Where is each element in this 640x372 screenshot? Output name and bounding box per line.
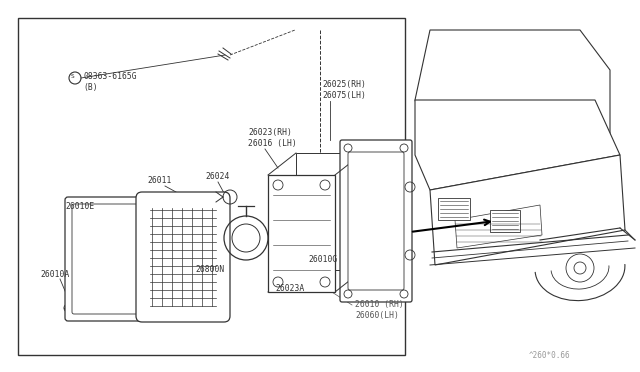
Text: 26060(LH): 26060(LH) [355,311,399,320]
Text: 26800N: 26800N [195,265,224,274]
Text: 26011: 26011 [147,176,172,185]
FancyBboxPatch shape [72,204,159,314]
Text: 26024: 26024 [205,172,229,181]
Text: 26010E: 26010E [65,202,94,211]
FancyBboxPatch shape [348,152,404,290]
FancyBboxPatch shape [340,140,412,302]
Bar [18,18,405,355]
Bar [490,210,520,232]
FancyBboxPatch shape [136,192,230,322]
Text: 26010A: 26010A [40,270,69,279]
Text: 26010G: 26010G [308,255,337,264]
Text: 26025(RH): 26025(RH) [322,80,366,89]
FancyBboxPatch shape [65,197,166,321]
Polygon shape [430,155,625,265]
Polygon shape [455,205,542,248]
Text: 26023A: 26023A [275,284,304,293]
Text: 26075(LH): 26075(LH) [322,91,366,100]
Text: 08363-6165G: 08363-6165G [83,72,136,81]
Polygon shape [415,100,620,190]
Text: (B): (B) [83,83,98,92]
Text: 26016 (LH): 26016 (LH) [248,139,297,148]
Polygon shape [415,30,610,150]
Text: 26023(RH): 26023(RH) [248,128,292,137]
Text: S: S [71,74,75,79]
Text: ^260*0.66: ^260*0.66 [529,351,570,360]
Text: 26010 (RH): 26010 (RH) [355,300,404,309]
Bar [268,175,335,292]
Bar [296,153,363,270]
Bar [438,198,470,220]
